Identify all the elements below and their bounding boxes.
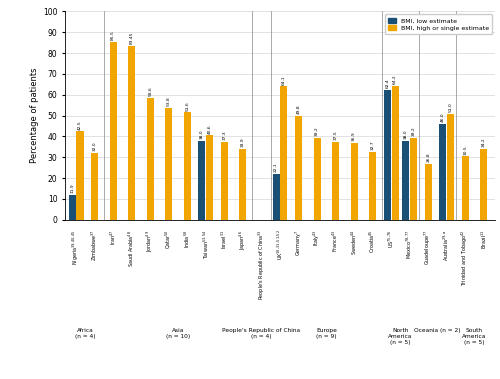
Bar — [295, 116, 302, 220]
Legend: BMI, low estimate, BMI, high or single estimate: BMI, low estimate, BMI, high or single e… — [385, 14, 492, 34]
Text: 39.2: 39.2 — [315, 127, 319, 136]
Text: 40.6: 40.6 — [208, 124, 212, 133]
Bar — [240, 149, 246, 220]
Bar — [440, 124, 446, 220]
Text: 83.45: 83.45 — [130, 32, 134, 44]
Bar — [68, 195, 76, 220]
Bar — [384, 90, 391, 220]
Bar — [314, 138, 320, 220]
Text: 64.2: 64.2 — [393, 75, 397, 85]
Bar — [369, 152, 376, 220]
Bar — [272, 174, 280, 220]
Text: 36.9: 36.9 — [352, 132, 356, 141]
Text: 62.4: 62.4 — [386, 78, 390, 88]
Text: 32.7: 32.7 — [370, 140, 374, 150]
Text: 58.6: 58.6 — [148, 86, 152, 96]
Text: 38.0: 38.0 — [404, 129, 408, 139]
Bar — [146, 98, 154, 220]
Bar — [221, 142, 228, 220]
Text: North
America
(n = 5): North America (n = 5) — [388, 328, 412, 345]
Bar — [184, 112, 191, 220]
Text: 53.8: 53.8 — [167, 96, 171, 106]
Text: Europe
(n = 9): Europe (n = 9) — [316, 328, 337, 339]
Bar — [425, 164, 432, 220]
Text: 26.8: 26.8 — [426, 153, 430, 162]
Bar — [402, 141, 409, 220]
Bar — [198, 141, 205, 220]
Text: People's Republic of China
(n = 4): People's Republic of China (n = 4) — [222, 328, 300, 339]
Bar — [128, 46, 135, 220]
Text: 46.0: 46.0 — [441, 113, 445, 122]
Text: 33.9: 33.9 — [241, 138, 245, 147]
Bar — [332, 142, 339, 220]
Text: Africa
(n = 4): Africa (n = 4) — [75, 328, 96, 339]
Text: Oceania (n = 2): Oceania (n = 2) — [414, 328, 461, 333]
Bar — [350, 143, 358, 220]
Y-axis label: Percentage of patients: Percentage of patients — [30, 68, 38, 163]
Bar — [392, 86, 398, 220]
Bar — [76, 131, 84, 220]
Text: 30.5: 30.5 — [464, 145, 468, 155]
Text: Asia
(n = 10): Asia (n = 10) — [166, 328, 190, 339]
Text: 51.0: 51.0 — [448, 102, 452, 112]
Text: 32.0: 32.0 — [92, 142, 96, 152]
Text: 11.9: 11.9 — [70, 184, 74, 193]
Text: 85.5: 85.5 — [111, 30, 115, 40]
Bar — [206, 135, 214, 220]
Bar — [462, 156, 469, 220]
Bar — [280, 86, 287, 220]
Text: 22.1: 22.1 — [274, 163, 278, 172]
Bar — [110, 42, 116, 220]
Bar — [166, 108, 172, 220]
Text: South
America
(n = 5): South America (n = 5) — [462, 328, 487, 345]
Text: 39.2: 39.2 — [412, 127, 416, 136]
Text: 49.8: 49.8 — [296, 105, 300, 114]
Text: 38.0: 38.0 — [200, 129, 204, 139]
Text: 64.1: 64.1 — [282, 75, 286, 85]
Bar — [91, 153, 98, 220]
Bar — [447, 114, 454, 220]
Text: 34.2: 34.2 — [482, 137, 486, 147]
Bar — [480, 149, 488, 220]
Text: 42.5: 42.5 — [78, 120, 82, 130]
Bar — [410, 138, 417, 220]
Text: 37.3: 37.3 — [222, 131, 226, 140]
Text: 37.5: 37.5 — [334, 130, 338, 140]
Text: 51.6: 51.6 — [186, 101, 190, 111]
